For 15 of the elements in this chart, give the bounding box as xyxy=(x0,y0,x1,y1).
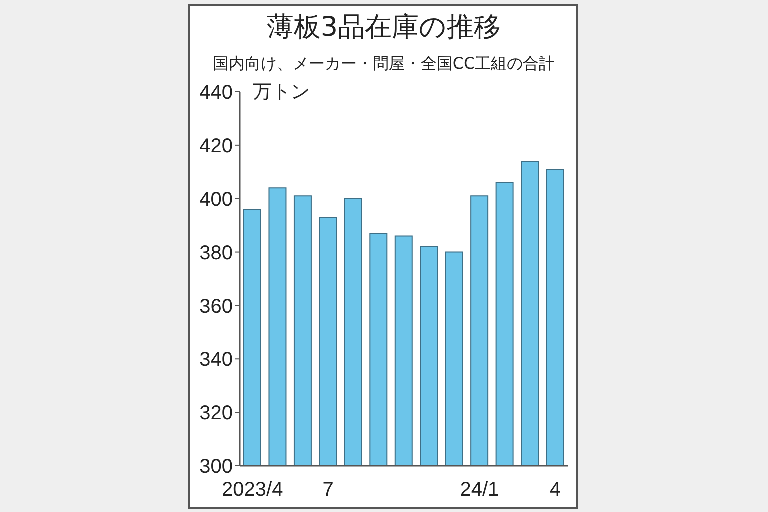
y-tick-label: 440 xyxy=(200,82,233,104)
x-tick-label: 24/1 xyxy=(460,479,500,502)
y-tick-label: 340 xyxy=(200,349,233,372)
chart-subtitle: 国内向け、メーカー・問屋・全国CC工組の合計 xyxy=(212,54,556,74)
x-tick-label: 7 xyxy=(322,479,334,502)
y-tick-label: 380 xyxy=(200,242,233,264)
x-tick-label: 4 xyxy=(550,479,561,502)
y-axis-title: 万トン xyxy=(253,81,310,103)
chart-title: 薄板3品在庫の推移 xyxy=(266,12,502,44)
y-tick-label: 400 xyxy=(200,188,233,211)
y-tick-label: 320 xyxy=(200,402,233,425)
y-tick-label: 420 xyxy=(200,136,233,158)
y-tick-label: 300 xyxy=(200,456,233,478)
x-tick-label: 2023/4 xyxy=(222,479,284,502)
y-tick-label: 360 xyxy=(200,296,233,318)
